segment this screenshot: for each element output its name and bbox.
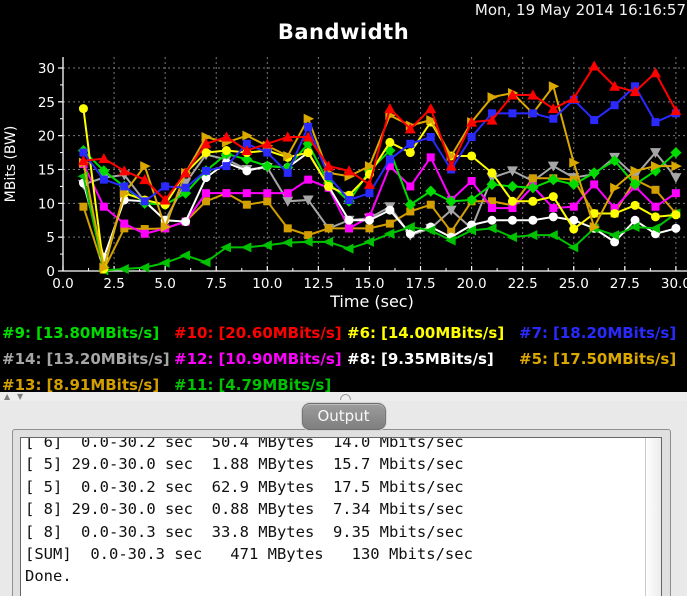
svg-text:17.5: 17.5 (405, 276, 435, 292)
console-line: Done. (25, 567, 72, 586)
console-line: [ 5] 0.0-30.2 sec 62.9 MBytes 17.5 Mbits… (25, 477, 464, 496)
legend-stream-id: #8: (347, 350, 377, 368)
svg-text:7.5: 7.5 (205, 276, 226, 292)
svg-text:0: 0 (46, 264, 55, 280)
svg-text:20: 20 (38, 129, 55, 145)
legend-stream-avg: [14.00MBits/s] (381, 324, 505, 342)
legend-stream-id: #14: (2, 350, 42, 368)
output-tab-button[interactable]: Output (301, 403, 386, 430)
svg-text:10: 10 (38, 196, 55, 212)
legend-row: #14: [13.20MBits/s] #12: [10.90MBits/s] #8:[… (2, 346, 687, 372)
legend-stream-id: #5: (519, 350, 549, 368)
console-line: [ 8] 29.0-30.0 sec 0.88 MBytes 7.34 Mbit… (25, 500, 464, 519)
collapse-up-icon[interactable]: ▲ (4, 392, 11, 401)
legend-entry: #5: [17.50MBits/s] (519, 350, 687, 368)
bandwidth-chart-section: Mon, 19 May 2014 16:16:57 Bandwidth 0 5 10… (0, 0, 687, 394)
svg-text:15: 15 (38, 162, 55, 178)
console-line: [ 8] 0.0-30.3 sec 33.8 MBytes 9.35 Mbits… (25, 522, 464, 541)
legend-entry: #8: [9.35MBits/s] (347, 350, 519, 368)
legend-stream-avg: [4.79MBits/s] (218, 376, 332, 394)
clock-timestamp: Mon, 19 May 2014 16:16:57 (474, 1, 686, 19)
legend-row: #13: [8.91MBits/s] #11: [4.79MBits/s] (2, 372, 687, 398)
legend-stream-id: #10: (174, 324, 214, 342)
output-container: [ 6] 0.0-30.2 sec 50.4 MBytes 14.0 Mbits… (12, 429, 671, 596)
legend-stream-avg: [9.35MBits/s] (381, 350, 494, 368)
legend-entry: #10: [20.60MBits/s] (174, 324, 347, 342)
output-panel: Output [ 6] 0.0-30.2 sec 50.4 MBytes 14.… (0, 401, 687, 596)
svg-text:25: 25 (38, 95, 55, 111)
vertical-scrollbar[interactable] (645, 438, 661, 596)
svg-text:30: 30 (38, 61, 55, 77)
svg-text:25.0: 25.0 (559, 276, 589, 292)
legend-stream-avg: [17.50MBits/s] (553, 350, 677, 368)
legend-stream-id: #11: (174, 376, 214, 394)
console-text: [ 6] 0.0-30.2 sec 50.4 MBytes 14.0 Mbits… (21, 437, 661, 588)
legend-stream-id: #13: (2, 376, 42, 394)
legend-stream-id: #9: (2, 324, 32, 342)
legend-entry: #7: [18.20MBits/s] (519, 324, 687, 342)
legend-stream-id: #12: (174, 350, 214, 368)
legend-row: #9: [13.80MBits/s] #10: [20.60MBits/s] #6: [1… (2, 320, 687, 346)
legend-entry: #11: [4.79MBits/s] (174, 376, 347, 394)
svg-text:12.5: 12.5 (303, 276, 333, 292)
legend-entry: #14: [13.20MBits/s] (2, 350, 174, 368)
legend-entry: #9: [13.80MBits/s] (2, 324, 174, 342)
legend-stream-avg: [20.60MBits/s] (218, 324, 342, 342)
legend-stream-id: #6: (347, 324, 377, 342)
legend-stream-avg: [10.90MBits/s] (218, 350, 342, 368)
split-pane-divider[interactable]: ▲ ▼ (0, 392, 687, 401)
legend-stream-avg: [13.20MBits/s] (46, 350, 170, 368)
legend-stream-avg: [13.80MBits/s] (36, 324, 160, 342)
svg-text:15.0: 15.0 (354, 276, 384, 292)
legend-stream-avg: [18.20MBits/s] (553, 324, 677, 342)
legend-entry: #13: [8.91MBits/s] (2, 376, 174, 394)
legend-stream-id: #7: (519, 324, 549, 342)
collapse-down-icon[interactable]: ▼ (17, 392, 24, 401)
svg-text:2.5: 2.5 (103, 276, 124, 292)
divider-grip-icon[interactable] (340, 394, 351, 400)
svg-text:MBits (BW): MBits (BW) (3, 126, 19, 203)
legend-entry: #6: [14.00MBits/s] (347, 324, 519, 342)
svg-text:22.5: 22.5 (508, 276, 538, 292)
svg-text:5: 5 (46, 230, 55, 246)
console-textarea[interactable]: [ 6] 0.0-30.2 sec 50.4 MBytes 14.0 Mbits… (20, 437, 662, 596)
chart-title: Bandwidth (277, 20, 410, 44)
svg-text:0.0: 0.0 (52, 276, 73, 292)
legend-stream-avg: [8.91MBits/s] (46, 376, 160, 394)
console-line: [SUM] 0.0-30.3 sec 471 MBytes 130 Mbits/… (25, 545, 473, 564)
legend-entry: #12: [10.90MBits/s] (174, 350, 347, 368)
stream-legend: #9: [13.80MBits/s] #10: [20.60MBits/s] #6: [1… (2, 320, 687, 398)
svg-text:5.0: 5.0 (154, 276, 175, 292)
svg-text:27.5: 27.5 (610, 276, 640, 292)
svg-text:Time (sec): Time (sec) (329, 292, 414, 311)
console-line: [ 5] 29.0-30.0 sec 1.88 MBytes 15.7 Mbit… (25, 455, 464, 474)
console-line: [ 6] 0.0-30.2 sec 50.4 MBytes 14.0 Mbits… (25, 437, 464, 451)
svg-text:10.0: 10.0 (252, 276, 282, 292)
bandwidth-line-chart: 0 5 10 15 20 25 30 0.0 2.5 5.0 7.5 10.0 12.5 15.0 17.5… (3, 57, 687, 311)
svg-text:30.0: 30.0 (661, 276, 687, 292)
svg-text:20.0: 20.0 (457, 276, 487, 292)
